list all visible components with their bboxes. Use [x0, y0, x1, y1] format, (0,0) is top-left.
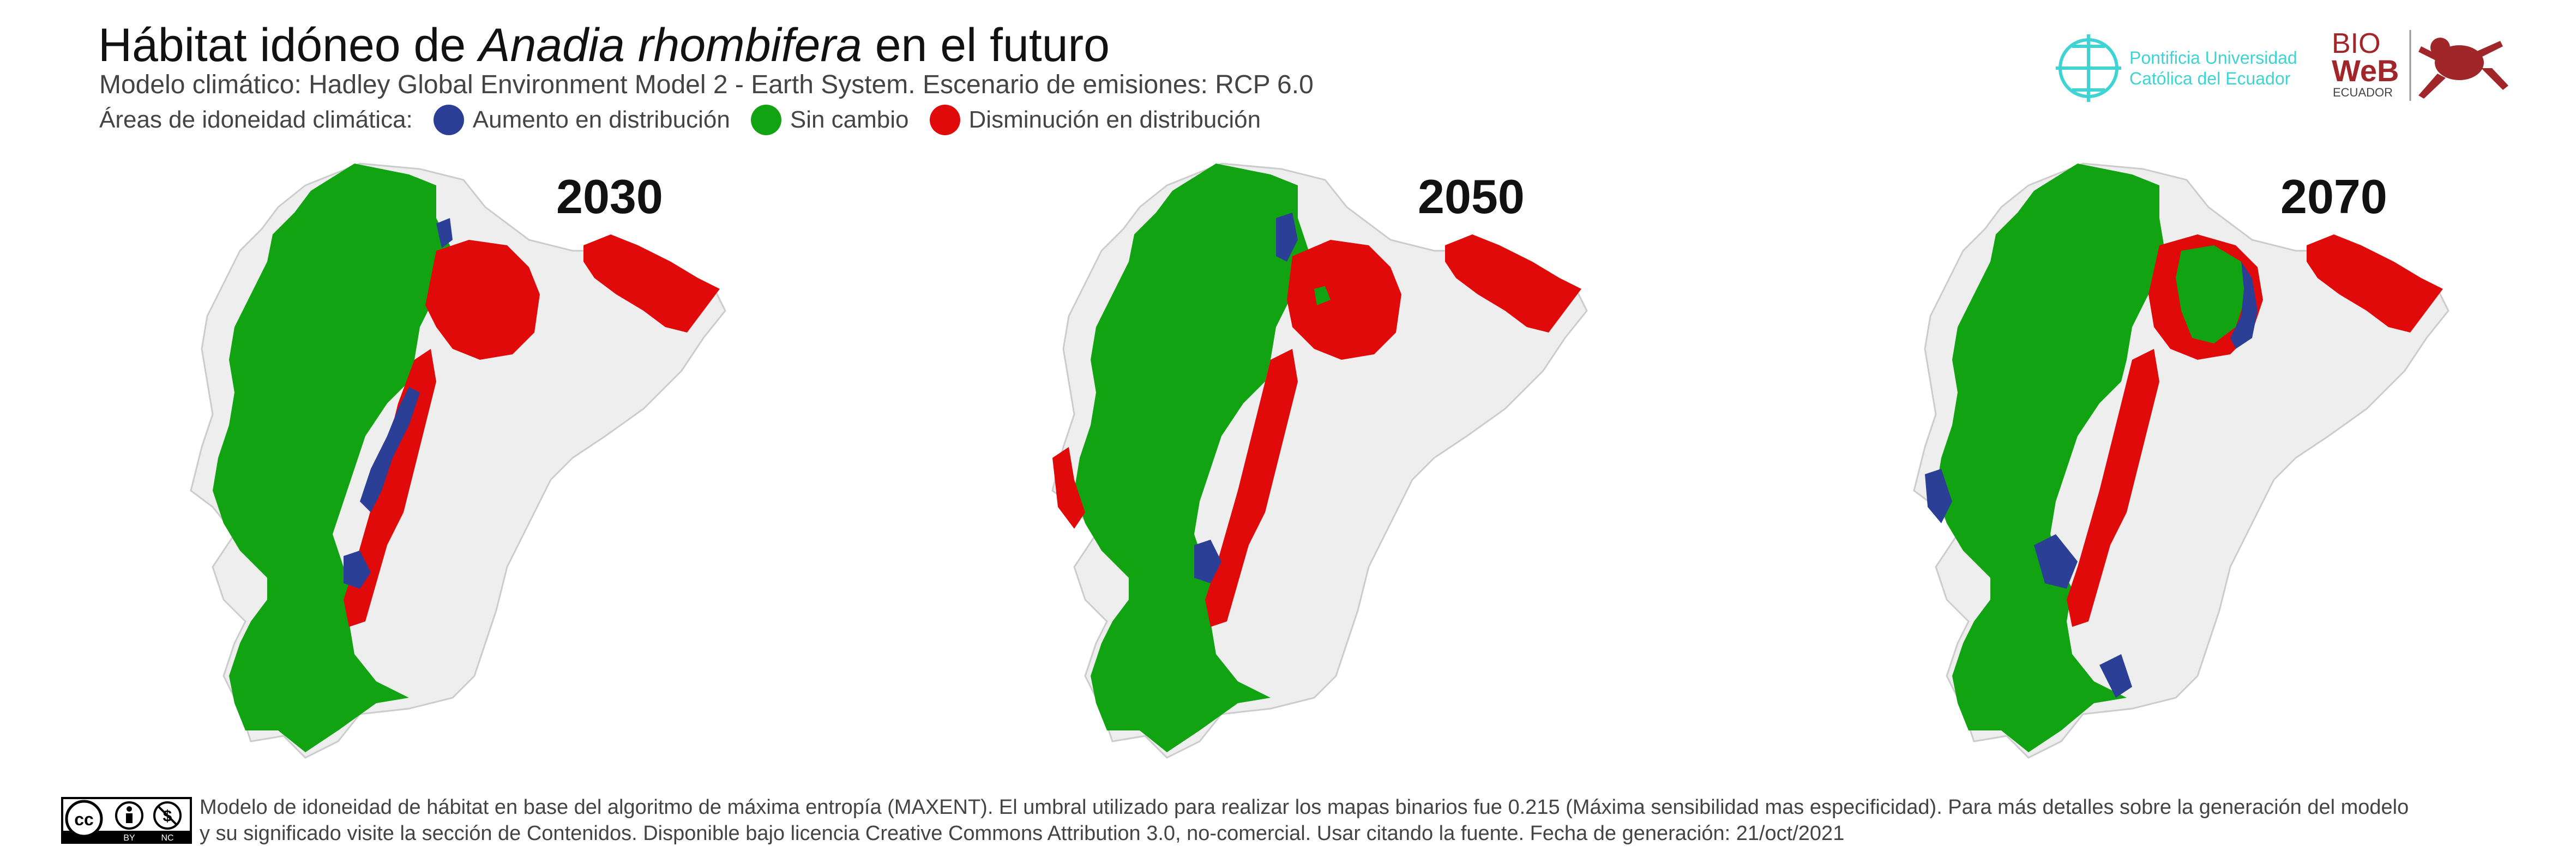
legend-label-increase: Aumento en distribución	[472, 106, 730, 133]
map-2030	[190, 162, 726, 759]
legend-swatch-decrease	[929, 105, 960, 135]
year-label-2030: 2030	[556, 170, 663, 223]
no-change-area	[213, 164, 453, 752]
footer-line-1: Modelo de idoneidad de hábitat en base d…	[200, 796, 2409, 819]
increase-strip	[360, 387, 420, 512]
legend-item-decrease: Disminución en distribución	[929, 105, 1261, 135]
no-change-patch-east	[2176, 245, 2247, 343]
decrease-area	[1287, 240, 1401, 360]
title-prefix: Hábitat idóneo de	[98, 19, 479, 71]
puce-emblem-icon	[2056, 34, 2121, 102]
decrease-strip	[344, 349, 436, 627]
decrease-strip	[2067, 349, 2159, 627]
legend: Áreas de idoneidad climática: Aumento en…	[99, 105, 1261, 135]
legend-item-nochange: Sin cambio	[750, 105, 909, 135]
increase-strip	[1276, 213, 1298, 262]
cc-license-badge: cc $ BY NC	[61, 797, 192, 844]
increase-patch-south	[2099, 654, 2132, 698]
legend-label-decrease: Disminución en distribución	[968, 106, 1261, 133]
page-title: Hábitat idóneo de Anadia rhombifera en e…	[98, 20, 1110, 71]
increase-patch	[1194, 540, 1221, 583]
map-2070	[1913, 162, 2449, 759]
increase-west-coast	[1925, 469, 1952, 523]
cc-by-label: BY	[123, 833, 135, 843]
decrease-area-ne	[2307, 234, 2443, 333]
legend-swatch-increase	[433, 105, 464, 135]
increase-patch	[344, 551, 371, 589]
increase-patch	[2034, 534, 2078, 589]
frog-icon	[2418, 38, 2508, 99]
page-subtitle: Modelo climático: Hadley Global Environm…	[99, 70, 1314, 99]
puce-logo: Pontificia Universidad Católica del Ecua…	[2056, 34, 2297, 102]
puce-line2: Católica del Ecuador	[2129, 69, 2291, 88]
increase-patch-north	[436, 218, 453, 248]
decrease-area-ne	[583, 234, 720, 333]
bioweb-bottom: ECUADOR	[2333, 86, 2393, 99]
map-2050	[1051, 162, 1588, 759]
decrease-strip	[1205, 349, 1298, 627]
decrease-west-coast	[1052, 447, 1085, 529]
legend-label-nochange: Sin cambio	[790, 106, 909, 133]
puce-line1: Pontificia Universidad	[2129, 48, 2297, 68]
cc-nc-label: NC	[161, 833, 173, 843]
decrease-area-ne	[1445, 234, 1581, 333]
title-species: Anadia rhombifera	[479, 19, 862, 71]
year-label-2070: 2070	[2280, 170, 2387, 223]
bioweb-top: BIO	[2332, 28, 2381, 59]
increase-area-east	[2230, 262, 2258, 349]
bioweb-logo: BIO WeB ECUADOR	[2332, 28, 2508, 101]
cc-icon	[65, 800, 103, 838]
legend-item-increase: Aumento en distribución	[433, 105, 730, 135]
footer-note: Modelo de idoneidad de hábitat en base d…	[200, 795, 2555, 847]
year-label-2050: 2050	[1418, 170, 1525, 223]
no-change-area	[1074, 164, 1309, 752]
no-change-patch	[1314, 286, 1331, 305]
no-change-area	[1936, 164, 2165, 752]
legend-label: Áreas de idoneidad climática:	[99, 106, 413, 133]
decrease-area	[425, 240, 540, 360]
footer-line-2: y su significado visite la sección de Co…	[200, 821, 1845, 845]
bioweb-mid: WeB	[2332, 53, 2399, 88]
cc-label: cc	[74, 809, 94, 829]
legend-swatch-nochange	[750, 105, 781, 135]
title-suffix: en el futuro	[862, 19, 1110, 71]
